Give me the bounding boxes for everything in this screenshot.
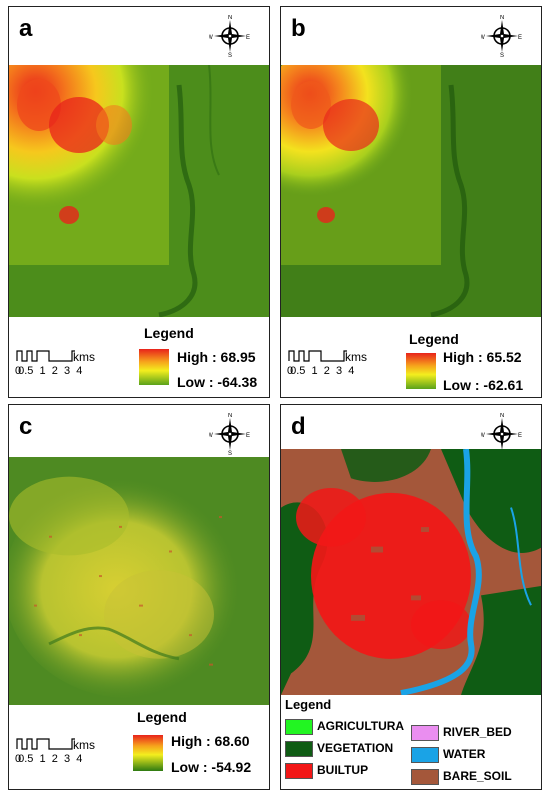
panel-label: b <box>291 15 306 42</box>
compass-label-w: W <box>481 35 485 41</box>
legend-class-label: RIVER_BED <box>443 725 512 739</box>
legend-area: kms 00.5 1 2 3 4 Legend High : 68.95 Low… <box>9 317 269 397</box>
scale-bar <box>16 350 75 362</box>
panel-label: a <box>19 15 33 42</box>
legend-swatch <box>411 769 439 785</box>
north-arrow-icon: N S W E <box>207 15 251 59</box>
legend-low: Low : -62.61 <box>443 377 524 393</box>
legend-high: High : 68.60 <box>171 733 250 749</box>
legend-gradient <box>139 349 169 385</box>
panel-label: d <box>291 413 306 440</box>
legend-gradient <box>406 353 436 389</box>
panel-label: c <box>19 413 33 440</box>
compass-label-w: W <box>209 433 213 439</box>
legend-swatch <box>285 719 313 735</box>
compass-label-w: W <box>481 433 485 439</box>
legend-swatch <box>411 747 439 763</box>
scale-tick-label: 00.5 1 2 3 4 <box>15 753 83 765</box>
panel-c: c N S W E kms 00.5 1 2 3 4 Legend High : 68… <box>8 404 270 790</box>
legend-high: High : 68.95 <box>177 349 256 365</box>
compass-label-n: N <box>500 413 504 419</box>
compass-label-e: E <box>518 35 522 41</box>
scale-unit: kms <box>73 350 95 364</box>
legend-high: High : 65.52 <box>443 349 522 365</box>
legend-title: Legend <box>144 325 194 341</box>
legend-swatch <box>285 763 313 779</box>
compass-label-w: W <box>209 35 213 41</box>
legend-class-label: BARE_SOIL <box>443 769 512 783</box>
panel-b: b N S W E kms 00.5 1 2 3 4 Legend High : 65… <box>280 6 542 398</box>
legend-area: kms 00.5 1 2 3 4 Legend High : 65.52 Low… <box>281 317 541 397</box>
legend-low: Low : -54.92 <box>171 759 252 775</box>
legend-class-label: BUILTUP <box>317 763 369 777</box>
legend-class-label: WATER <box>443 747 486 761</box>
map-landuse-d <box>281 449 541 695</box>
legend-area: kms 00.5 1 2 3 4 Legend High : 68.60 Low… <box>9 705 269 789</box>
legend-class-label: VEGETATION <box>317 741 394 755</box>
legend-swatch <box>411 725 439 741</box>
compass-label-s: S <box>500 53 504 57</box>
north-arrow-icon: N S W E <box>479 15 523 59</box>
north-arrow-icon: N S W E <box>207 413 251 457</box>
compass-label-e: E <box>246 433 250 439</box>
legend-title: Legend <box>409 331 459 347</box>
scale-bar <box>16 738 75 750</box>
legend-low: Low : -64.38 <box>177 374 258 390</box>
compass-label-s: S <box>228 53 232 57</box>
panel-a: a N S W E kms 00.5 1 2 3 4 Legend High : 68… <box>8 6 270 398</box>
legend-gradient <box>133 735 163 771</box>
legend-title: Legend <box>285 697 332 712</box>
compass-label-s: S <box>228 451 232 455</box>
scale-bar <box>288 350 347 362</box>
map-raster-a <box>9 65 269 317</box>
compass-label-n: N <box>228 15 232 21</box>
legend-swatch <box>285 741 313 757</box>
compass-label-e: E <box>246 35 250 41</box>
legend-area: Legend AGRICULTURA VEGETATION BUILTUP RI… <box>281 695 541 789</box>
compass-label-e: E <box>518 433 522 439</box>
scale-tick-label: 00.5 1 2 3 4 <box>287 365 355 377</box>
panel-d: d NSWE Legend AGRICULTURA VEGETATION BUI… <box>280 404 542 790</box>
map-raster-b <box>281 65 541 317</box>
scale-unit: kms <box>73 738 95 752</box>
legend-title: Legend <box>137 709 187 725</box>
map-raster-c <box>9 457 269 705</box>
compass-label-n: N <box>500 15 504 21</box>
compass-label-n: N <box>228 413 232 419</box>
scale-tick-label: 00.5 1 2 3 4 <box>15 365 83 377</box>
legend-class-label: AGRICULTURA <box>317 719 405 733</box>
scale-unit: kms <box>345 350 367 364</box>
